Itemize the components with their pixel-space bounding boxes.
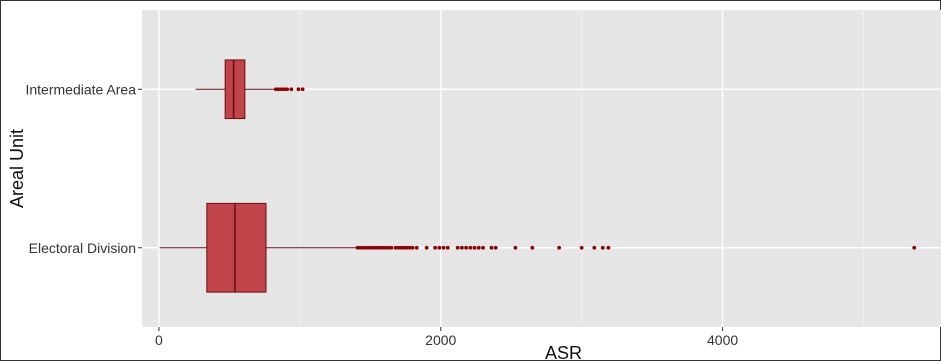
outlier-point [289, 87, 294, 92]
axes: Intermediate Area Electoral Division 0 2000… [25, 81, 738, 348]
outlier-point [606, 245, 611, 250]
x-tick-label: 2000 [425, 332, 456, 348]
outlier-point [489, 245, 494, 250]
outlier-point [410, 245, 415, 250]
outlier-point [383, 245, 388, 250]
outlier-point [378, 245, 383, 250]
outlier-point [386, 245, 391, 250]
outlier-point [276, 87, 281, 92]
outlier-point [285, 87, 290, 92]
outlier-point [530, 245, 535, 250]
y-axis-title: Areal Unit [7, 129, 27, 208]
outlier-point [468, 245, 473, 250]
outlier-point [405, 245, 409, 250]
outlier-point [600, 245, 605, 250]
y-tick-label: Intermediate Area [25, 81, 136, 97]
outlier-point [912, 245, 917, 250]
box [206, 202, 267, 293]
outlier-point [393, 245, 398, 250]
outlier-point [273, 87, 278, 92]
outlier-point [493, 245, 498, 250]
x-tick-label: 4000 [707, 332, 738, 348]
outlier-point [445, 245, 450, 250]
outlier-point [455, 245, 460, 250]
x-tick-label: 0 [155, 332, 163, 348]
plot-panel [142, 10, 941, 327]
y-tick-label: Electoral Division [29, 240, 136, 256]
outlier-point [402, 245, 407, 250]
outlier-point [282, 87, 287, 92]
outlier-point [361, 245, 366, 250]
outlier-point [407, 245, 412, 250]
outlier-point [396, 245, 401, 250]
outlier-point [358, 245, 363, 250]
outlier-point [279, 87, 284, 92]
outlier-point [375, 245, 380, 250]
outlier-point [481, 245, 485, 250]
outlier-point [592, 245, 597, 250]
outlier-point [366, 245, 371, 250]
outlier-point [424, 245, 429, 250]
x-axis-title: ASR [545, 343, 582, 362]
outlier-point [441, 245, 446, 250]
outlier-point [296, 87, 301, 92]
outlier-point [464, 245, 469, 250]
outlier-point [459, 245, 464, 250]
outlier-point [300, 87, 305, 92]
outlier-point [399, 245, 404, 250]
box [224, 59, 246, 120]
outlier-point [364, 245, 368, 250]
outlier-point [476, 245, 481, 250]
outlier-point [414, 245, 419, 250]
outlier-point [433, 245, 438, 250]
outlier-point [579, 245, 584, 250]
outlier-point [437, 245, 442, 250]
outlier-point [372, 245, 377, 250]
outlier-point [369, 245, 374, 250]
outlier-point [381, 245, 385, 250]
outlier-point [389, 245, 394, 250]
outlier-point [472, 245, 477, 250]
boxplot-marks [159, 59, 917, 293]
outlier-point [557, 245, 562, 250]
outlier-point [513, 245, 518, 250]
outlier-point [355, 245, 360, 250]
